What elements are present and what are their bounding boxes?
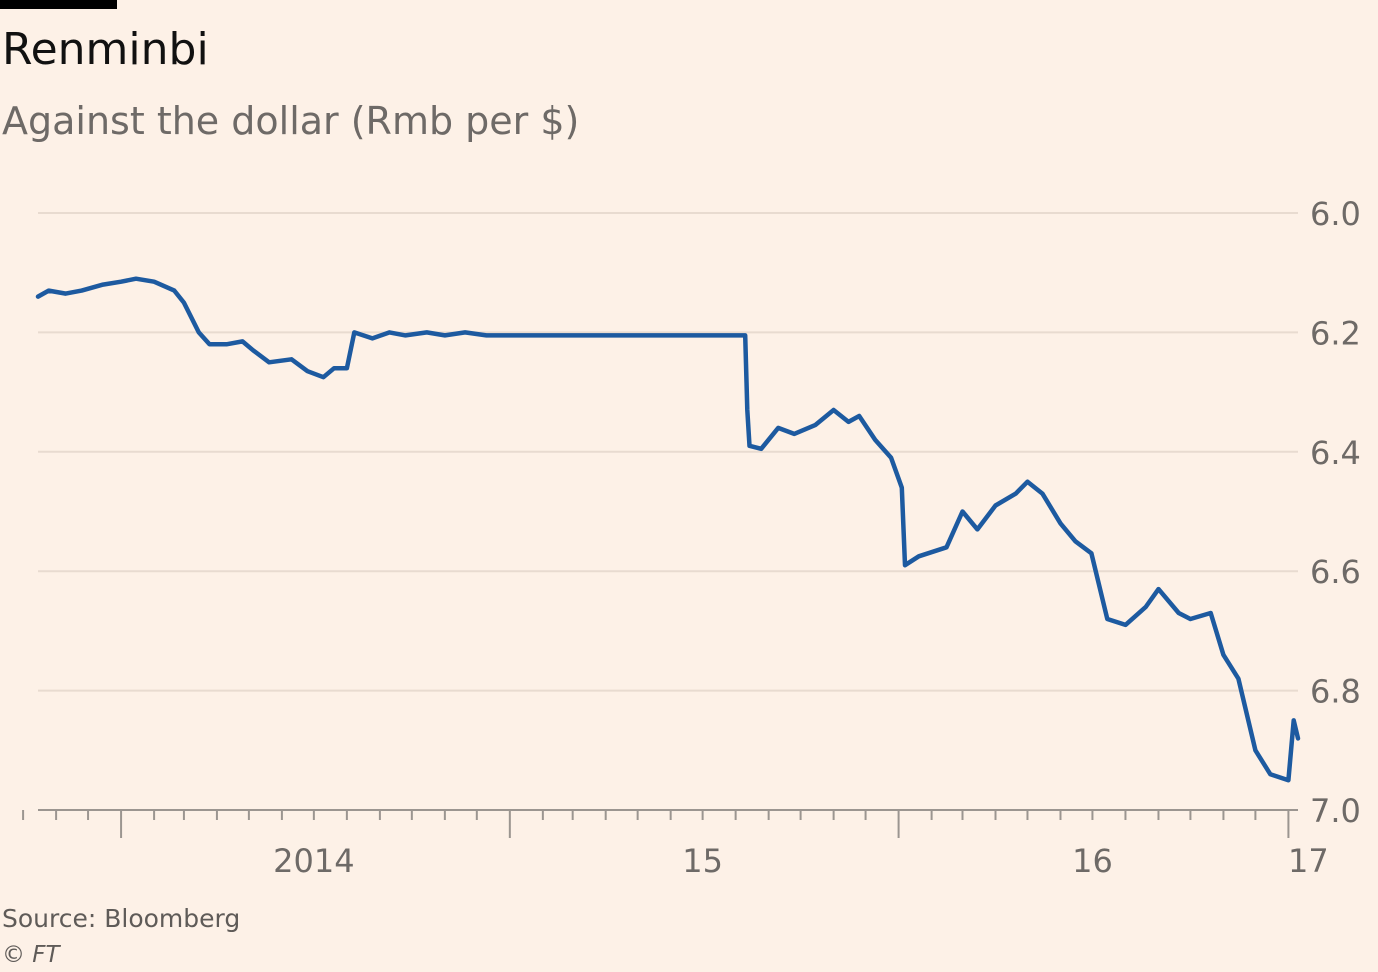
x-axis [22,809,1298,838]
chart-title: Renminbi [2,24,209,75]
source-note: Source: Bloomberg [2,904,241,933]
copyright-note: © FT [2,942,60,968]
grid-lines [38,212,1298,692]
y-tick-label: 6.2 [1310,314,1361,352]
x-axis-labels: 2014 15 16 17 [273,842,1329,880]
y-tick-label: 6.6 [1310,553,1361,591]
y-tick-label: 6.0 [1310,195,1361,233]
y-tick-label: 7.0 [1310,792,1361,830]
series-group [35,276,1301,783]
chart-subtitle: Against the dollar (Rmb per $) [2,99,580,143]
x-tick-label: 16 [1072,842,1113,880]
x-tick-label: 17 [1288,842,1329,880]
y-tick-label: 6.8 [1310,673,1361,711]
x-tick-label: 15 [682,842,723,880]
series-line-0 [35,276,1301,783]
y-axis-labels: 6.0 6.2 6.4 6.6 6.8 7.0 [1310,195,1361,830]
x-tick-label: 2014 [273,842,354,880]
y-tick-label: 6.4 [1310,434,1361,472]
brand-bar [0,0,117,9]
